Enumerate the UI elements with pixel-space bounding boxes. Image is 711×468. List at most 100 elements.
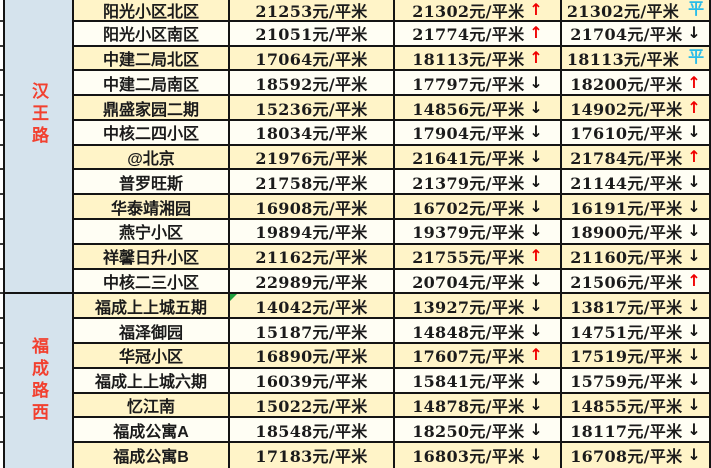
community-name-cell[interactable]: 中核二三小区 — [74, 269, 230, 293]
price-new-cell[interactable]: 15759元/平米 ↓ — [562, 368, 711, 392]
price-mid-cell[interactable]: 18250元/平米 ↓ — [395, 418, 562, 442]
community-name: 福成公寓B — [113, 449, 189, 467]
price-mid-cell[interactable]: 21302元/平米 ↑ — [395, 0, 562, 20]
price-old-cell[interactable]: 21051元/平米 — [230, 21, 395, 45]
price-new-cell[interactable]: 21784元/平米 ↑ — [562, 145, 711, 169]
price-mid-cell[interactable]: 16702元/平米 ↓ — [395, 195, 562, 219]
price-mid: 14878元/平米 — [412, 396, 525, 416]
price-mid-cell[interactable]: 15841元/平米 ↓ — [395, 368, 562, 392]
price-old-cell[interactable]: 21976元/平米 — [230, 145, 395, 169]
table-row: 福成公寓A 18548元/平米 18250元/平米 ↓ 18117元/平米 ↓ — [74, 418, 711, 444]
price-new-cell[interactable]: 16708元/平米 ↓ — [562, 443, 711, 468]
community-name-cell[interactable]: 鼎盛家园二期 — [74, 96, 230, 119]
price-old-cell[interactable]: 15236元/平米 — [230, 96, 395, 119]
community-name: 普罗旺斯 — [118, 175, 183, 193]
price-old-cell[interactable]: 22989元/平米 — [230, 269, 395, 293]
price-mid-cell[interactable]: 17797元/平米 ↓ — [395, 71, 562, 95]
price-down-icon: ↓ — [687, 345, 701, 365]
price-new: 16708元/平米 — [570, 447, 683, 467]
community-name-cell[interactable]: 华冠小区 — [74, 343, 230, 367]
table-row: 华泰靖湘园 16908元/平米 16702元/平米 ↓ 16191元/平米 ↓ — [74, 195, 711, 221]
price-mid-cell[interactable]: 13927元/平米 ↓ — [395, 294, 562, 318]
price-old-cell[interactable]: 17064元/平米 — [230, 46, 395, 70]
price-new-cell[interactable]: 18117元/平米 ↓ — [562, 418, 711, 442]
price-new-cell[interactable]: 13817元/平米 ↓ — [562, 294, 711, 318]
price-new: 14902元/平米 — [570, 99, 683, 119]
price-old-cell[interactable]: 21162元/平米 — [230, 244, 395, 268]
price-old-cell[interactable]: 15022元/平米 — [230, 393, 395, 417]
table-row: @北京 21976元/平米 21641元/平米 ↓ 21784元/平米 ↑ — [74, 145, 711, 171]
price-new: 18900元/平米 — [570, 223, 683, 243]
price-down-icon: ↓ — [687, 394, 701, 414]
price-new-cell[interactable]: 14855元/平米 ↓ — [562, 393, 711, 417]
price-up-icon: ↑ — [529, 246, 543, 266]
community-name-cell[interactable]: 普罗旺斯 — [74, 170, 230, 194]
community-name-cell[interactable]: 忆江南 — [74, 393, 230, 417]
group-label-cell[interactable]: 福成路西 — [3, 294, 74, 468]
price-mid-cell[interactable]: 21755元/平米 ↑ — [395, 244, 562, 268]
price-old-cell[interactable]: 18592元/平米 — [230, 71, 395, 95]
price-old-cell[interactable]: 17183元/平米 — [230, 443, 395, 468]
community-name-cell[interactable]: 燕宁小区 — [74, 220, 230, 243]
price-mid-cell[interactable]: 21774元/平米 ↑ — [395, 21, 562, 45]
community-name-cell[interactable]: 福成公寓B — [74, 443, 230, 468]
price-new-cell[interactable]: 21144元/平米 ↓ — [562, 170, 711, 194]
community-name-cell[interactable]: 阳光小区北区 — [74, 0, 230, 20]
price-old-cell[interactable]: 16039元/平米 — [230, 368, 395, 392]
group-label-cell[interactable]: 汉王路 — [3, 0, 74, 295]
price-mid: 21641元/平米 — [412, 149, 525, 169]
community-name: 福成上上城六期 — [94, 374, 207, 392]
price-old-cell[interactable]: 18034元/平米 — [230, 120, 395, 144]
price-new-cell[interactable]: 21160元/平米 ↓ — [562, 244, 711, 268]
price-old-cell[interactable]: 18548元/平米 — [230, 418, 395, 442]
price-old-cell[interactable]: 19894元/平米 — [230, 220, 395, 243]
community-name-cell[interactable]: 中核二四小区 — [74, 120, 230, 144]
price-mid: 21755元/平米 — [412, 248, 525, 268]
price-old-cell[interactable]: 16890元/平米 — [230, 343, 395, 367]
price-old-cell[interactable]: 21253元/平米 — [230, 0, 395, 20]
price-new-cell[interactable]: 16191元/平米 ↓ — [562, 195, 711, 219]
community-name: 中核二四小区 — [102, 126, 199, 144]
price-new-cell[interactable]: 18200元/平米 ↑ — [562, 71, 711, 95]
community-name: 中建二局北区 — [102, 51, 199, 69]
community-name-cell[interactable]: 福成上上城五期 — [74, 294, 230, 318]
community-name-cell[interactable]: 祥馨日升小区 — [74, 244, 230, 268]
community-name-cell[interactable]: 阳光小区南区 — [74, 21, 230, 45]
price-mid-cell[interactable]: 20704元/平米 ↓ — [395, 269, 562, 293]
price-new-cell[interactable]: 17519元/平米 ↓ — [562, 343, 711, 367]
price-mid-cell[interactable]: 17904元/平米 ↓ — [395, 120, 562, 144]
price-new: 21302元/平米 — [566, 1, 680, 20]
price-mid-cell[interactable]: 17607元/平米 ↑ — [395, 343, 562, 367]
price-mid-cell[interactable]: 18113元/平米 ↑ — [395, 46, 562, 70]
price-new-cell[interactable]: 14902元/平米 ↑ — [562, 96, 711, 119]
community-name-cell[interactable]: 华泰靖湘园 — [74, 195, 230, 219]
price-old-cell[interactable]: 16908元/平米 — [230, 195, 395, 219]
community-name-cell[interactable]: 福成上上城六期 — [74, 368, 230, 392]
community-name-cell[interactable]: 福泽御园 — [74, 319, 230, 342]
price-old-cell[interactable]: 14042元/平米 — [230, 294, 395, 318]
community-name-cell[interactable]: 中建二局北区 — [74, 46, 230, 70]
price-mid-cell[interactable]: 16803元/平米 ↓ — [395, 443, 562, 468]
price-new-cell[interactable]: 17610元/平米 ↓ — [562, 120, 711, 144]
price-mid-cell[interactable]: 14848元/平米 ↓ — [395, 319, 562, 342]
price-new-cell[interactable]: 18113元/平米 平 — [562, 46, 711, 70]
community-name-cell[interactable]: 中建二局南区 — [74, 71, 230, 95]
price-new-cell[interactable]: 18900元/平米 ↓ — [562, 220, 711, 243]
price-down-icon: ↓ — [529, 147, 543, 167]
price-mid: 20704元/平米 — [412, 273, 525, 292]
community-name-cell[interactable]: 福成公寓A — [74, 418, 230, 442]
gridline-tick — [0, 0, 3, 22]
community-name-cell[interactable]: @北京 — [74, 145, 230, 169]
price-mid-cell[interactable]: 21641元/平米 ↓ — [395, 145, 562, 169]
price-new-cell[interactable]: 14751元/平米 ↓ — [562, 319, 711, 342]
price-mid-cell[interactable]: 21379元/平米 ↓ — [395, 170, 562, 194]
price-old-cell[interactable]: 15187元/平米 — [230, 319, 395, 342]
price-mid-cell[interactable]: 14856元/平米 ↓ — [395, 96, 562, 119]
gridline-tick — [0, 344, 3, 369]
price-old-cell[interactable]: 21758元/平米 — [230, 170, 395, 194]
price-new-cell[interactable]: 21506元/平米 ↑ — [562, 269, 711, 293]
price-mid-cell[interactable]: 19379元/平米 ↓ — [395, 220, 562, 243]
price-new-cell[interactable]: 21302元/平米 平 — [562, 0, 711, 20]
price-new-cell[interactable]: 21704元/平米 ↓ — [562, 21, 711, 45]
price-mid-cell[interactable]: 14878元/平米 ↓ — [395, 393, 562, 417]
